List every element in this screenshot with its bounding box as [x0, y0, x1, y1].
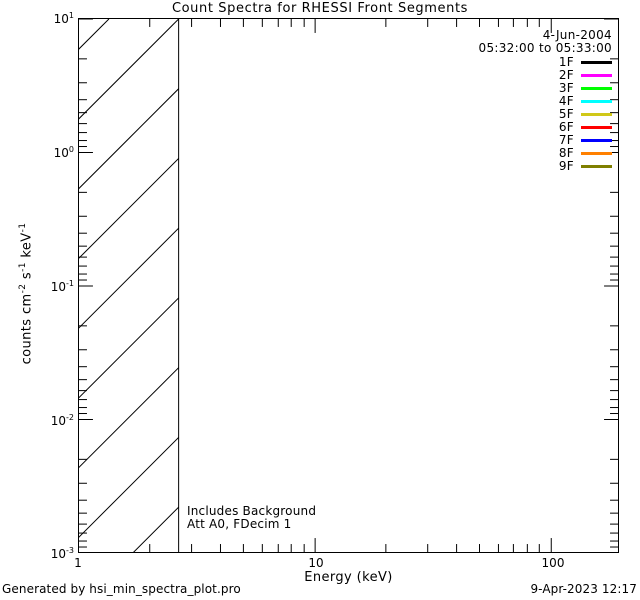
legend-label: 2F — [558, 68, 574, 82]
y-tick-exponent: -1 — [66, 279, 74, 288]
legend-item-7f[interactable]: 7F — [420, 134, 612, 147]
page-title: Count Spectra for RHESSI Front Segments — [171, 1, 469, 16]
legend-color-swatch — [581, 126, 612, 129]
legend-item-2f[interactable]: 2F — [420, 69, 612, 82]
y-tick-mantissa: 10 — [53, 12, 69, 26]
y-tick-label-10e1: 101 — [53, 11, 74, 26]
y-tick-mantissa: 10 — [50, 280, 67, 294]
y-axis-tick-labels: 101 100 10-1 10-2 10-3 — [0, 0, 74, 600]
legend-label: 1F — [558, 55, 574, 69]
legend-label: 4F — [558, 94, 574, 108]
legend-label: 5F — [558, 107, 574, 121]
footer-timestamp: 9-Apr-2023 12:17 — [530, 582, 637, 596]
y-tick-label-10e-2: 10-2 — [50, 413, 74, 428]
y-tick-exponent: -3 — [66, 546, 74, 555]
annotation-line-1: Includes Background — [187, 504, 317, 518]
legend-time-range: 05:32:00 to 05:33:00 — [478, 41, 612, 55]
y-axis-ticks — [79, 19, 618, 548]
y-tick-label-10e-3: 10-3 — [50, 546, 74, 561]
y-tick-mantissa: 10 — [50, 414, 67, 428]
legend: 4-Jun-2004 05:32:00 to 05:33:00 1F 2F 3F… — [420, 29, 612, 173]
legend-label: 3F — [558, 81, 574, 95]
legend-item-4f[interactable]: 4F — [420, 95, 612, 108]
x-axis-title: Energy (keV) — [304, 570, 393, 585]
annotation-line-2: Att A0, FDecim 1 — [187, 517, 292, 531]
y-tick-mantissa: 10 — [50, 547, 67, 561]
legend-color-swatch — [581, 165, 612, 168]
legend-item-5f[interactable]: 5F — [420, 108, 612, 121]
legend-color-swatch — [581, 139, 612, 142]
legend-color-swatch — [581, 87, 612, 90]
y-axis-title-exp3: -1 — [18, 222, 29, 233]
y-tick-exponent: -2 — [66, 413, 74, 422]
x-tick-label-10: 10 — [308, 556, 324, 570]
legend-color-swatch — [581, 74, 612, 77]
plot-graphics — [79, 19, 618, 552]
y-tick-exponent: 1 — [68, 11, 74, 20]
legend-item-6f[interactable]: 6F — [420, 121, 612, 134]
plot-inner-clip — [79, 19, 618, 552]
legend-item-1f[interactable]: 1F — [420, 56, 612, 69]
y-tick-label-10e-1: 10-1 — [50, 279, 74, 294]
y-axis-title-exp2: -1 — [18, 262, 29, 272]
legend-item-8f[interactable]: 8F — [420, 147, 612, 160]
legend-label: 6F — [558, 120, 574, 134]
legend-entries: 1F 2F 3F 4F 5F 6F — [420, 56, 612, 173]
legend-color-swatch — [581, 61, 612, 64]
y-tick-exponent: 0 — [68, 145, 74, 154]
legend-item-3f[interactable]: 3F — [420, 82, 612, 95]
y-tick-label-10e0: 100 — [53, 145, 74, 160]
x-axis-ticks — [149, 19, 552, 552]
hatched-region — [79, 19, 179, 552]
legend-color-swatch — [581, 100, 612, 103]
y-axis-title-exp1: -2 — [18, 283, 29, 294]
y-axis-title-part1: counts cm — [19, 293, 35, 365]
y-axis-title: counts cm-2 s-1 keV-1 — [18, 164, 35, 424]
footer-generator-text: Generated by hsi_min_spectra_plot.pro — [2, 582, 241, 596]
plot-annotation: Includes Background Att A0, FDecim 1 — [187, 505, 316, 531]
x-tick-label-1: 1 — [74, 556, 82, 570]
y-axis-title-part2: s — [19, 271, 35, 284]
x-tick-label-100: 100 — [541, 556, 565, 570]
y-tick-mantissa: 10 — [53, 146, 69, 160]
legend-label: 8F — [558, 146, 574, 160]
y-axis-title-part3: keV — [19, 232, 35, 263]
legend-label: 9F — [558, 159, 574, 173]
legend-color-swatch — [581, 152, 612, 155]
plot-area: Includes Background Att A0, FDecim 1 — [78, 18, 619, 553]
legend-label: 7F — [558, 133, 574, 147]
legend-date: 4-Jun-2004 — [542, 28, 612, 42]
legend-item-9f[interactable]: 9F — [420, 160, 612, 173]
legend-color-swatch — [581, 113, 612, 116]
